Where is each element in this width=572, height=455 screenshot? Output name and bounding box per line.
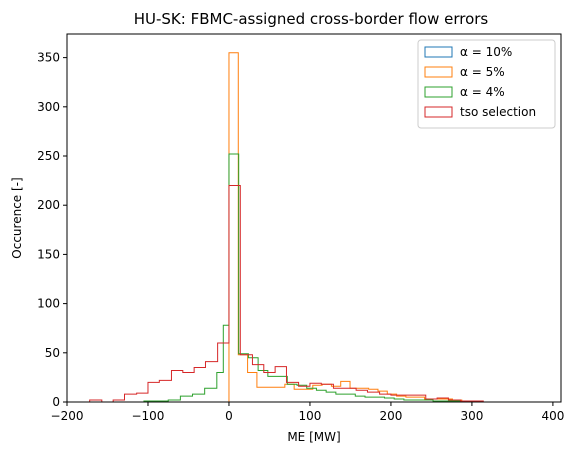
- legend-entry: tso selection: [424, 105, 536, 119]
- legend-box: [417, 39, 556, 129]
- y-tick-label: 250: [37, 149, 60, 163]
- series-step-outline: [89, 185, 496, 403]
- legend-entry: α = 4%: [424, 85, 505, 99]
- legend-swatch: [424, 86, 453, 98]
- legend-swatch: [424, 66, 453, 78]
- series-4: [89, 185, 496, 403]
- y-axis-ticks: 0 50 100 150 200 250 300 350: [37, 51, 67, 409]
- legend-label: α = 4%: [460, 85, 505, 99]
- y-tick-label: 300: [37, 100, 60, 114]
- x-axis-ticks: −200 −100 0 100 200 300 400: [51, 402, 564, 423]
- y-tick-label: 100: [37, 297, 60, 311]
- y-tick-label: 200: [37, 198, 60, 212]
- legend-entry: α = 10%: [424, 45, 512, 59]
- legend-label: α = 5%: [460, 65, 505, 79]
- x-tick-label: −200: [51, 409, 84, 423]
- x-tick-label: 0: [225, 409, 233, 423]
- legend: α = 10% α = 5% α = 4% tso selection: [417, 39, 556, 129]
- x-tick-label: 100: [298, 409, 321, 423]
- histogram-bars: [89, 52, 496, 403]
- y-tick-label: 50: [45, 346, 60, 360]
- y-axis-label: Occurence [-]: [10, 177, 24, 258]
- series-step-outline: [228, 52, 472, 403]
- y-tick-label: 350: [37, 51, 60, 65]
- legend-entry: α = 5%: [424, 65, 505, 79]
- legend-swatch: [424, 106, 453, 118]
- legend-swatch: [424, 46, 453, 58]
- series-2: [228, 52, 472, 403]
- x-tick-label: 400: [541, 409, 564, 423]
- y-tick-label: 150: [37, 247, 60, 261]
- y-tick-label: 0: [52, 395, 60, 409]
- series-3: [143, 153, 472, 403]
- legend-label: tso selection: [460, 105, 536, 119]
- series-step-outline: [143, 153, 472, 403]
- x-tick-label: 300: [460, 409, 483, 423]
- x-tick-label: −100: [131, 409, 164, 423]
- plot-frame: [66, 33, 562, 403]
- chart-title: HU-SK: FBMC-assigned cross-border flow e…: [134, 10, 489, 28]
- x-axis-label: ME [MW]: [287, 430, 340, 444]
- legend-label: α = 10%: [460, 45, 512, 59]
- x-tick-label: 200: [379, 409, 402, 423]
